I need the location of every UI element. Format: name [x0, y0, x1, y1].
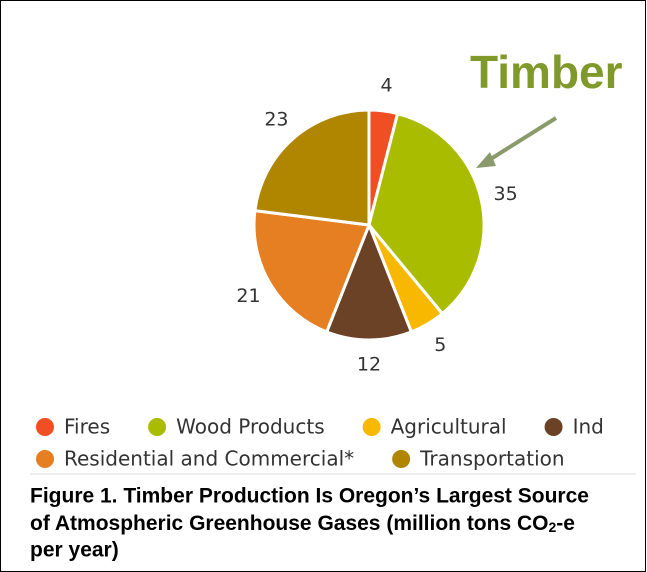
- pie-slice: [253, 108, 371, 227]
- legend-label: Agricultural: [391, 415, 507, 439]
- legend-swatch: [544, 418, 563, 436]
- legend-label: Ind: [573, 415, 604, 439]
- legend-swatch: [148, 418, 167, 436]
- arrow: [484, 116, 558, 164]
- legend-label: Residential and Commercial*: [64, 447, 354, 471]
- caption-subscript: 2: [548, 519, 556, 535]
- caption: of Atmospheric Greenhouse Gases (million…: [30, 512, 575, 535]
- legend-swatch: [36, 418, 54, 436]
- legend-label: Wood Products: [176, 415, 325, 439]
- legend-swatch: [392, 450, 411, 468]
- caption-part: of Atmospheric Greenhouse Gases (million…: [30, 512, 548, 535]
- legend-swatch: [36, 450, 54, 468]
- data-label: 23: [264, 108, 288, 130]
- legend: Fires Wood Products Agricultural Ind Residen…: [36, 415, 604, 471]
- pie-slice: [367, 111, 486, 316]
- legend-label: Fires: [64, 415, 110, 439]
- legend-swatch: [362, 418, 381, 436]
- arrow-head: [476, 152, 496, 168]
- data-label: 12: [357, 354, 381, 376]
- data-label: 4: [380, 75, 392, 97]
- caption-part: -e: [556, 512, 575, 535]
- data-label: 21: [236, 285, 260, 307]
- caption: Figure 1. Timber Production Is Oregon’s …: [30, 485, 589, 508]
- data-label: 35: [494, 183, 518, 205]
- data-label: 5: [434, 334, 446, 356]
- pie-slice: [252, 208, 372, 334]
- caption: per year): [30, 539, 119, 562]
- annotation: Timber: [470, 46, 623, 98]
- legend-label: Transportation: [419, 447, 564, 471]
- pie-slice: [324, 220, 414, 342]
